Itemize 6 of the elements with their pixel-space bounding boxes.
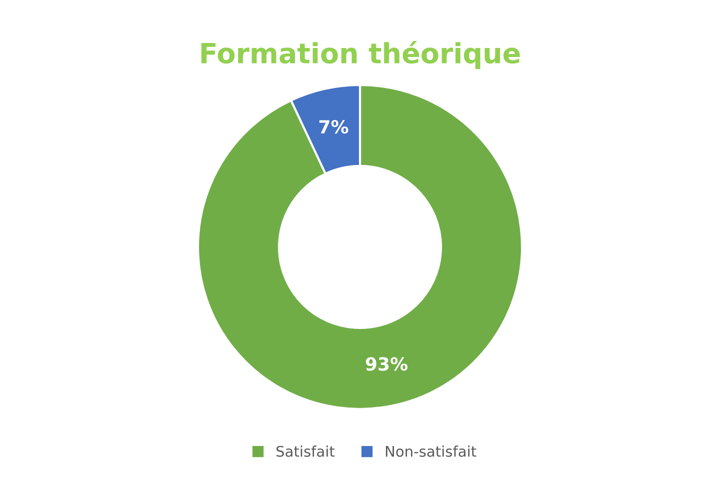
data-label: 7%	[319, 120, 348, 134]
legend-label: Satisfait	[276, 446, 335, 457]
data-label: 93%	[366, 357, 408, 371]
donut-slice	[196, 84, 524, 410]
chart-title: Formation théorique	[201, 41, 520, 69]
legend-label: Non-satisfait	[386, 446, 476, 457]
